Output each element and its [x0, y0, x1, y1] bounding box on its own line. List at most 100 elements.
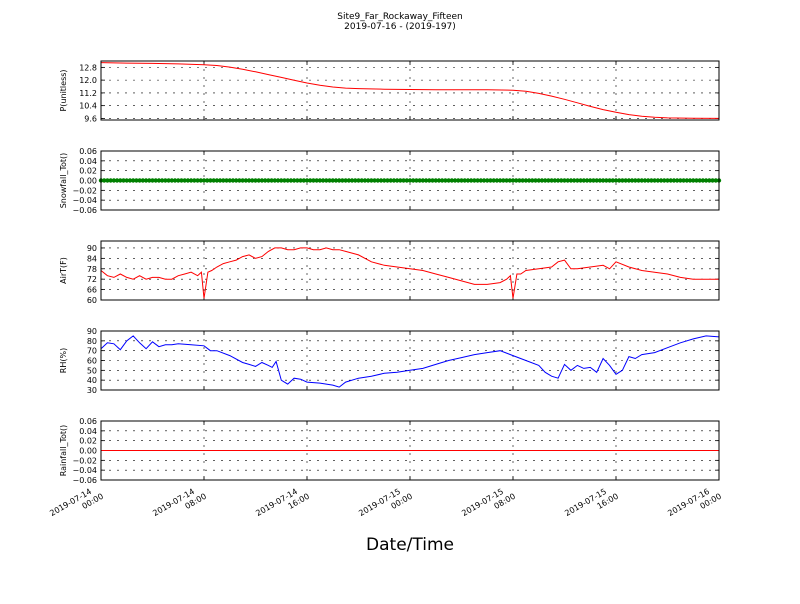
series-line	[100, 62, 720, 119]
chart-subtitle: 2019-07-16 - (2019-197)	[344, 22, 456, 32]
data-point	[143, 178, 149, 183]
data-point	[256, 178, 261, 183]
data-point	[600, 178, 606, 183]
data-point	[456, 178, 461, 183]
data-point	[317, 178, 323, 183]
data-point	[282, 178, 287, 183]
data-point	[684, 178, 690, 183]
data-point	[308, 178, 313, 183]
data-point	[417, 178, 422, 183]
y-tick-label: 0.00	[79, 177, 97, 186]
data-point	[240, 178, 245, 183]
plot-frame	[100, 240, 720, 301]
data-point	[662, 178, 667, 183]
y-tick-label: −0.04	[72, 196, 97, 205]
data-point	[288, 178, 294, 183]
data-point	[269, 178, 274, 183]
data-point	[555, 178, 561, 183]
y-tick-label: 60	[87, 357, 97, 366]
data-point	[253, 178, 258, 183]
data-point	[427, 178, 432, 183]
data-point	[388, 178, 393, 183]
data-point	[198, 178, 203, 183]
data-point	[176, 178, 181, 183]
data-point	[446, 178, 451, 183]
data-point	[687, 178, 693, 183]
data-point	[539, 178, 545, 183]
data-point	[674, 178, 680, 183]
data-point	[629, 178, 635, 183]
data-point	[504, 178, 509, 183]
data-point	[533, 178, 538, 183]
data-point	[301, 178, 306, 183]
y-tick-label: 9.6	[84, 114, 97, 123]
y-tick-label: 50	[87, 366, 97, 375]
x-axis-label: Date/Time	[366, 535, 454, 555]
data-point	[514, 178, 519, 183]
y-axis-label: AirT(F)	[59, 257, 68, 284]
data-point	[642, 178, 648, 183]
data-point	[536, 178, 541, 183]
data-point	[665, 178, 670, 183]
data-point	[195, 178, 200, 183]
y-axis-label: Rainfall_Tot()	[59, 425, 68, 477]
data-point	[465, 178, 471, 183]
data-point	[549, 178, 554, 183]
data-point	[134, 178, 139, 183]
y-tick-label: 90	[87, 327, 97, 336]
data-point	[430, 178, 435, 183]
data-point	[369, 178, 374, 183]
data-point	[707, 178, 712, 183]
data-point	[102, 178, 107, 183]
data-point	[497, 178, 503, 183]
chart-title: Site9_Far_Rockaway_Fifteen	[337, 12, 463, 22]
data-point	[343, 178, 348, 183]
data-point	[530, 178, 535, 183]
data-point	[324, 178, 329, 183]
data-point	[147, 178, 152, 183]
data-point	[710, 178, 715, 183]
data-point	[617, 178, 622, 183]
data-point	[359, 178, 364, 183]
data-point	[584, 178, 590, 183]
data-point	[185, 178, 191, 183]
data-point	[111, 178, 117, 183]
data-point	[320, 178, 326, 183]
plot-frame	[100, 60, 720, 121]
data-point	[153, 178, 158, 183]
data-point	[423, 178, 429, 183]
data-point	[217, 178, 223, 183]
data-point	[565, 178, 570, 183]
data-point	[385, 178, 390, 183]
data-point	[298, 178, 303, 183]
data-point	[485, 178, 490, 183]
data-point	[414, 178, 419, 183]
y-tick-label: 30	[87, 386, 97, 395]
data-point	[526, 178, 532, 183]
data-point	[562, 178, 567, 183]
data-point	[378, 178, 384, 183]
data-point	[700, 178, 706, 183]
data-point	[613, 178, 619, 183]
y-axis-label: P(unitless)	[59, 69, 68, 111]
data-point	[391, 178, 397, 183]
y-tick-label: 0.00	[79, 447, 97, 456]
data-point	[327, 178, 332, 183]
data-point	[578, 178, 583, 183]
data-point	[398, 178, 403, 183]
y-tick-label: 80	[87, 337, 97, 346]
y-tick-label: 0.04	[79, 427, 97, 436]
data-point	[401, 178, 406, 183]
data-point	[118, 178, 123, 183]
y-tick-label: 12.0	[79, 76, 97, 85]
data-point	[201, 178, 207, 183]
plot-frame	[100, 150, 720, 211]
y-tick-label: 66	[87, 286, 97, 295]
data-point	[449, 178, 455, 183]
data-point	[462, 178, 467, 183]
y-tick-label: 78	[87, 265, 97, 274]
data-point	[192, 178, 197, 183]
data-point	[259, 178, 265, 183]
data-point	[130, 178, 136, 183]
y-tick-label: 90	[87, 244, 97, 253]
